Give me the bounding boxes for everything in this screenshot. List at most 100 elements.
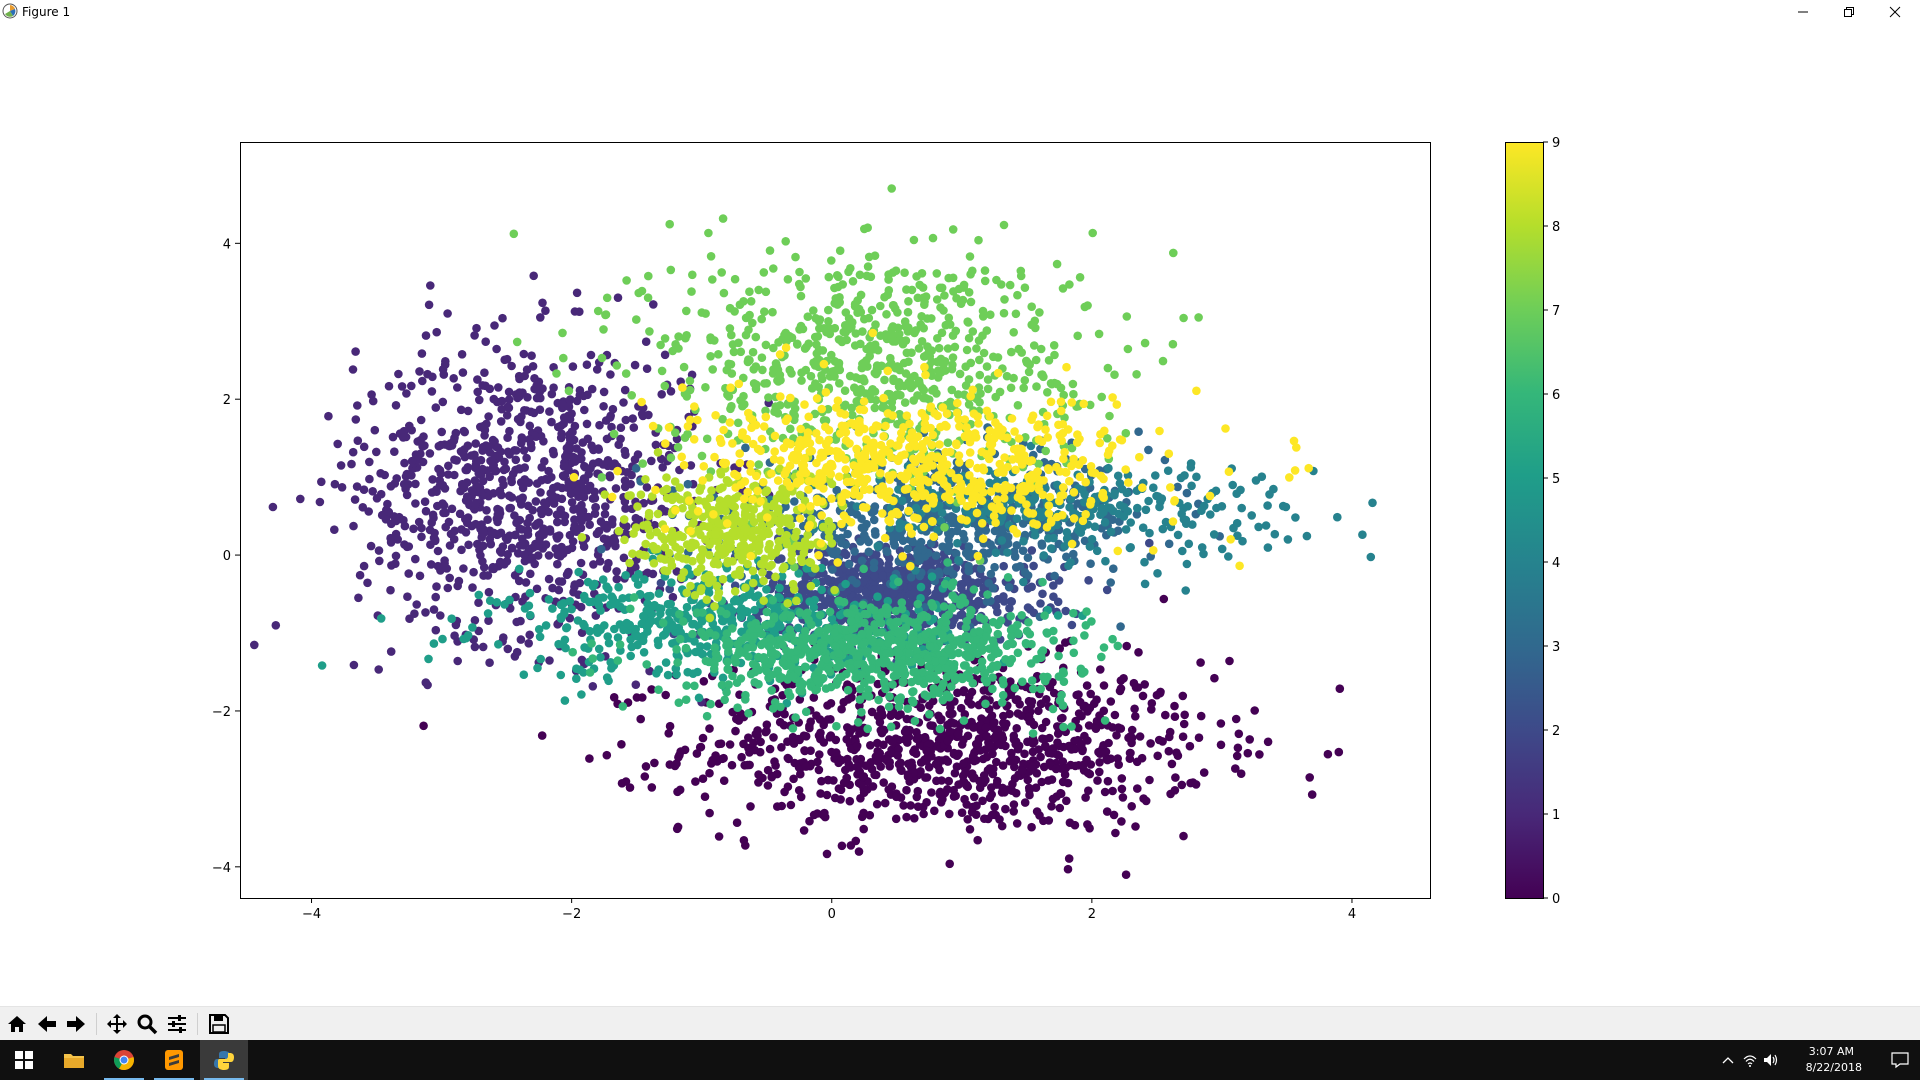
scatter-point (562, 570, 572, 580)
scatter-point (1236, 485, 1245, 495)
scatter-point (352, 482, 362, 491)
scatter-point (347, 459, 356, 469)
scatter-point (402, 469, 412, 479)
scatter-point (789, 774, 798, 784)
scatter-point (572, 288, 582, 298)
scatter-point (432, 327, 442, 337)
scatter-point (1102, 585, 1112, 595)
scatter-point (981, 526, 991, 535)
scatter-point (570, 580, 580, 589)
scatter-point (404, 569, 414, 578)
scatter-point (1049, 581, 1058, 590)
scatter-point (1067, 620, 1077, 630)
scatter-point (409, 524, 418, 534)
scatter-point (874, 658, 884, 667)
scatter-point (886, 722, 896, 732)
scatter-point (484, 616, 493, 625)
scatter-point (609, 429, 619, 439)
scatter-point (832, 721, 841, 731)
scatter-point (962, 632, 972, 642)
scatter-point (1054, 651, 1063, 661)
scatter-point (801, 662, 810, 672)
scatter-point (1281, 502, 1291, 512)
scatter-point (424, 300, 434, 310)
scatter-point (891, 606, 901, 616)
scatter-point (1127, 802, 1136, 811)
scatter-point (386, 482, 396, 491)
scatter-point (1183, 502, 1193, 511)
scatter-point (1291, 513, 1300, 522)
scatter-point (544, 595, 554, 604)
scatter-point (558, 639, 567, 649)
close-button[interactable] (1872, 0, 1918, 24)
scatter-point (415, 571, 425, 581)
scatter-point (572, 664, 581, 673)
scatter-point (957, 610, 967, 619)
scatter-point (1049, 636, 1058, 645)
scatter-point (564, 386, 574, 396)
scatter-point (1224, 552, 1233, 561)
scatter-point (955, 369, 965, 379)
scatter-point (903, 772, 913, 781)
scatter-point (893, 751, 902, 760)
scatter-point (556, 421, 566, 431)
scatter-point (804, 615, 813, 625)
scatter-point (956, 703, 966, 713)
scatter-point (816, 789, 825, 798)
scatter-point (665, 760, 675, 769)
scatter-point (416, 415, 426, 425)
scatter-point (885, 762, 894, 771)
scatter-point (537, 476, 546, 485)
scatter-point (874, 695, 883, 705)
scatter-point (737, 752, 746, 762)
scatter-point (891, 814, 901, 824)
scatter-point (454, 576, 464, 586)
scatter-point (1097, 652, 1106, 662)
scatter-point (915, 555, 924, 565)
scatter-point (1004, 582, 1014, 592)
scatter-point (870, 571, 879, 581)
scatter-point (617, 779, 627, 788)
scatter-point (1031, 783, 1041, 792)
scatter-point (1159, 594, 1169, 604)
scatter-point (731, 726, 740, 736)
scatter-point (969, 773, 978, 783)
scatter-point (997, 821, 1007, 831)
scatter-point (1082, 681, 1092, 690)
scatter-point (515, 564, 524, 574)
scatter-point (788, 671, 798, 681)
scatter-point (873, 711, 883, 721)
scatter-point (642, 606, 651, 615)
scatter-point (584, 512, 593, 522)
scatter-point (1051, 764, 1061, 774)
scatter-point (777, 673, 787, 682)
scatter-point (974, 596, 983, 606)
scatter-point (374, 546, 384, 555)
scatter-point (988, 684, 997, 694)
scatter-point (569, 524, 579, 534)
scatter-point (1006, 677, 1015, 686)
scatter-point (460, 445, 469, 454)
scatter-point (1045, 682, 1055, 692)
scatter-point (436, 440, 446, 450)
scatter-point (250, 640, 259, 650)
scatter-point (981, 723, 991, 732)
scatter-point (934, 665, 943, 675)
scatter-point (1012, 724, 1021, 733)
scatter-point (668, 592, 678, 602)
scatter-point (365, 474, 374, 484)
scatter-point (586, 350, 596, 360)
scatter-point (513, 393, 522, 403)
restore-button[interactable] (1826, 0, 1872, 24)
scatter-point (1182, 488, 1192, 498)
scatter-point (788, 732, 798, 742)
scatter-point (880, 798, 890, 808)
scatter-point (614, 582, 623, 592)
scatter-point (469, 567, 478, 577)
scatter-point (594, 445, 603, 454)
minimize-button[interactable] (1780, 0, 1826, 24)
scatter-point (607, 592, 616, 601)
scatter-point (525, 610, 535, 620)
